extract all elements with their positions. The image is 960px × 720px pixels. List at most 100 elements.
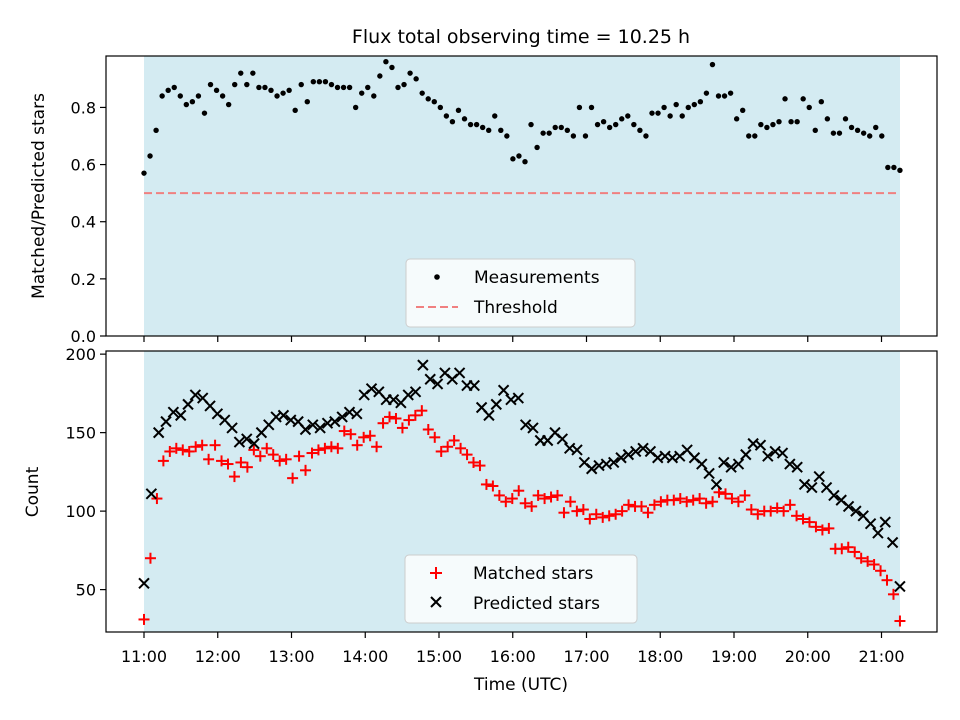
measurement-point (334, 84, 341, 91)
matched-stars-point (674, 493, 686, 505)
count-y-tick-label: 50 (76, 581, 96, 600)
matched-stars-point (461, 449, 473, 461)
matched-stars-point (519, 497, 531, 509)
measurement-point (758, 121, 764, 128)
measurement-point (322, 79, 329, 85)
count-x-tick-label: 11:00 (121, 647, 167, 666)
measurement-point (244, 81, 250, 88)
measurement-point (522, 159, 528, 165)
matched-stars-point (332, 442, 344, 454)
predicted-stars-point (167, 406, 180, 418)
matched-stars-point (552, 489, 564, 501)
measurement-point (225, 101, 232, 108)
predicted-stars-point (864, 517, 877, 530)
measurement-point (558, 124, 564, 131)
predicted-stars-point (872, 527, 884, 539)
matched-stars-point (616, 505, 628, 517)
ratio-y-tick-label: 0.2 (71, 270, 96, 289)
count-y-tick-label: 150 (65, 424, 96, 443)
predicted-stars-point (431, 378, 444, 390)
measurement-point (492, 113, 498, 119)
matched-stars-point (371, 441, 383, 453)
measurement-point (328, 81, 335, 88)
count-x-tick-label: 16:00 (490, 647, 536, 666)
legend-predicted-marker (430, 596, 442, 608)
chart-title: Flux total observing time = 10.25 h (352, 26, 690, 48)
measurement-point (848, 124, 855, 131)
predicted-stars-point (710, 478, 723, 491)
matched-stars-point (668, 494, 680, 506)
measurement-point (860, 130, 867, 136)
matched-stars-point (157, 455, 169, 467)
measurement-point (431, 99, 437, 105)
matched-stars-point (739, 489, 751, 501)
measurement-point (673, 101, 679, 108)
matched-stars-point (248, 444, 260, 456)
matched-stars-point (312, 444, 324, 456)
measurement-point (292, 107, 298, 113)
legend-measurements-label: Measurements (474, 268, 600, 288)
predicted-stars-point (886, 536, 899, 549)
matched-stars-point (403, 414, 415, 426)
measurement-point (304, 99, 310, 105)
matched-stars-point (480, 478, 492, 490)
ratio-y-axis-label: Matched/Predicted stars (29, 93, 49, 299)
matched-stars-point (868, 558, 880, 570)
measurement-point (165, 87, 171, 93)
predicted-stars-point (307, 419, 319, 431)
count-axes-frame (105, 350, 938, 633)
legend-matched-marker (430, 567, 442, 579)
measurement-point (891, 164, 897, 171)
measurement-point (183, 101, 190, 108)
predicted-stars-point (718, 456, 730, 469)
matched-stars-point (771, 502, 783, 514)
matched-stars-point (416, 405, 428, 417)
matched-stars-point (803, 516, 815, 528)
matched-stars-point (138, 613, 150, 625)
measurement-point (588, 104, 595, 111)
matched-stars-point (241, 461, 253, 473)
ratio-y-tick-label: 0.0 (71, 327, 96, 346)
ratio-y-tick-label: 0.4 (71, 213, 96, 232)
predicted-stars-point (233, 436, 246, 448)
measurement-point (443, 113, 450, 119)
measurement-point (873, 124, 879, 131)
predicted-stars-point (387, 393, 400, 406)
measurement-point (280, 90, 286, 96)
predicted-stars-point (762, 450, 774, 462)
measurement-point (377, 73, 383, 79)
measurement-point (764, 124, 770, 131)
measurement-point (461, 116, 468, 122)
measurement-point (661, 104, 667, 111)
measurement-point (534, 144, 540, 151)
matched-stars-point (164, 445, 176, 457)
count-panel: 50 100 150 200 11:00 12:00 13:00 14:00 15:00 16:… (23, 345, 938, 695)
predicted-stars-point (703, 467, 715, 480)
count-y-tick-label: 200 (65, 345, 96, 364)
measurement-point (141, 170, 147, 176)
matched-stars-point (474, 460, 486, 472)
matched-stars-point (855, 552, 867, 564)
predicted-stars-point (512, 392, 525, 404)
matched-stars-point (183, 445, 195, 457)
measurement-point (776, 119, 782, 125)
predicted-stars-point (152, 426, 165, 439)
matched-stars-point (532, 489, 544, 501)
measurement-point (449, 119, 456, 125)
count-legend: Matched stars Predicted stars (404, 554, 638, 624)
predicted-stars-point (740, 448, 752, 461)
matched-stars-point (493, 489, 505, 501)
measurement-point (213, 87, 220, 93)
measurement-point (274, 93, 280, 99)
matched-stars-point (655, 496, 667, 508)
matched-stars-point (170, 442, 182, 454)
matched-stars-point (836, 543, 848, 555)
predicted-stars-point (277, 409, 290, 422)
predicted-stars-point (483, 409, 495, 422)
matched-stars-point (700, 497, 712, 509)
matched-stars-point (196, 439, 208, 451)
matched-stars-point (784, 499, 796, 511)
matched-stars-point (765, 505, 777, 517)
predicted-stars-point (571, 444, 583, 456)
